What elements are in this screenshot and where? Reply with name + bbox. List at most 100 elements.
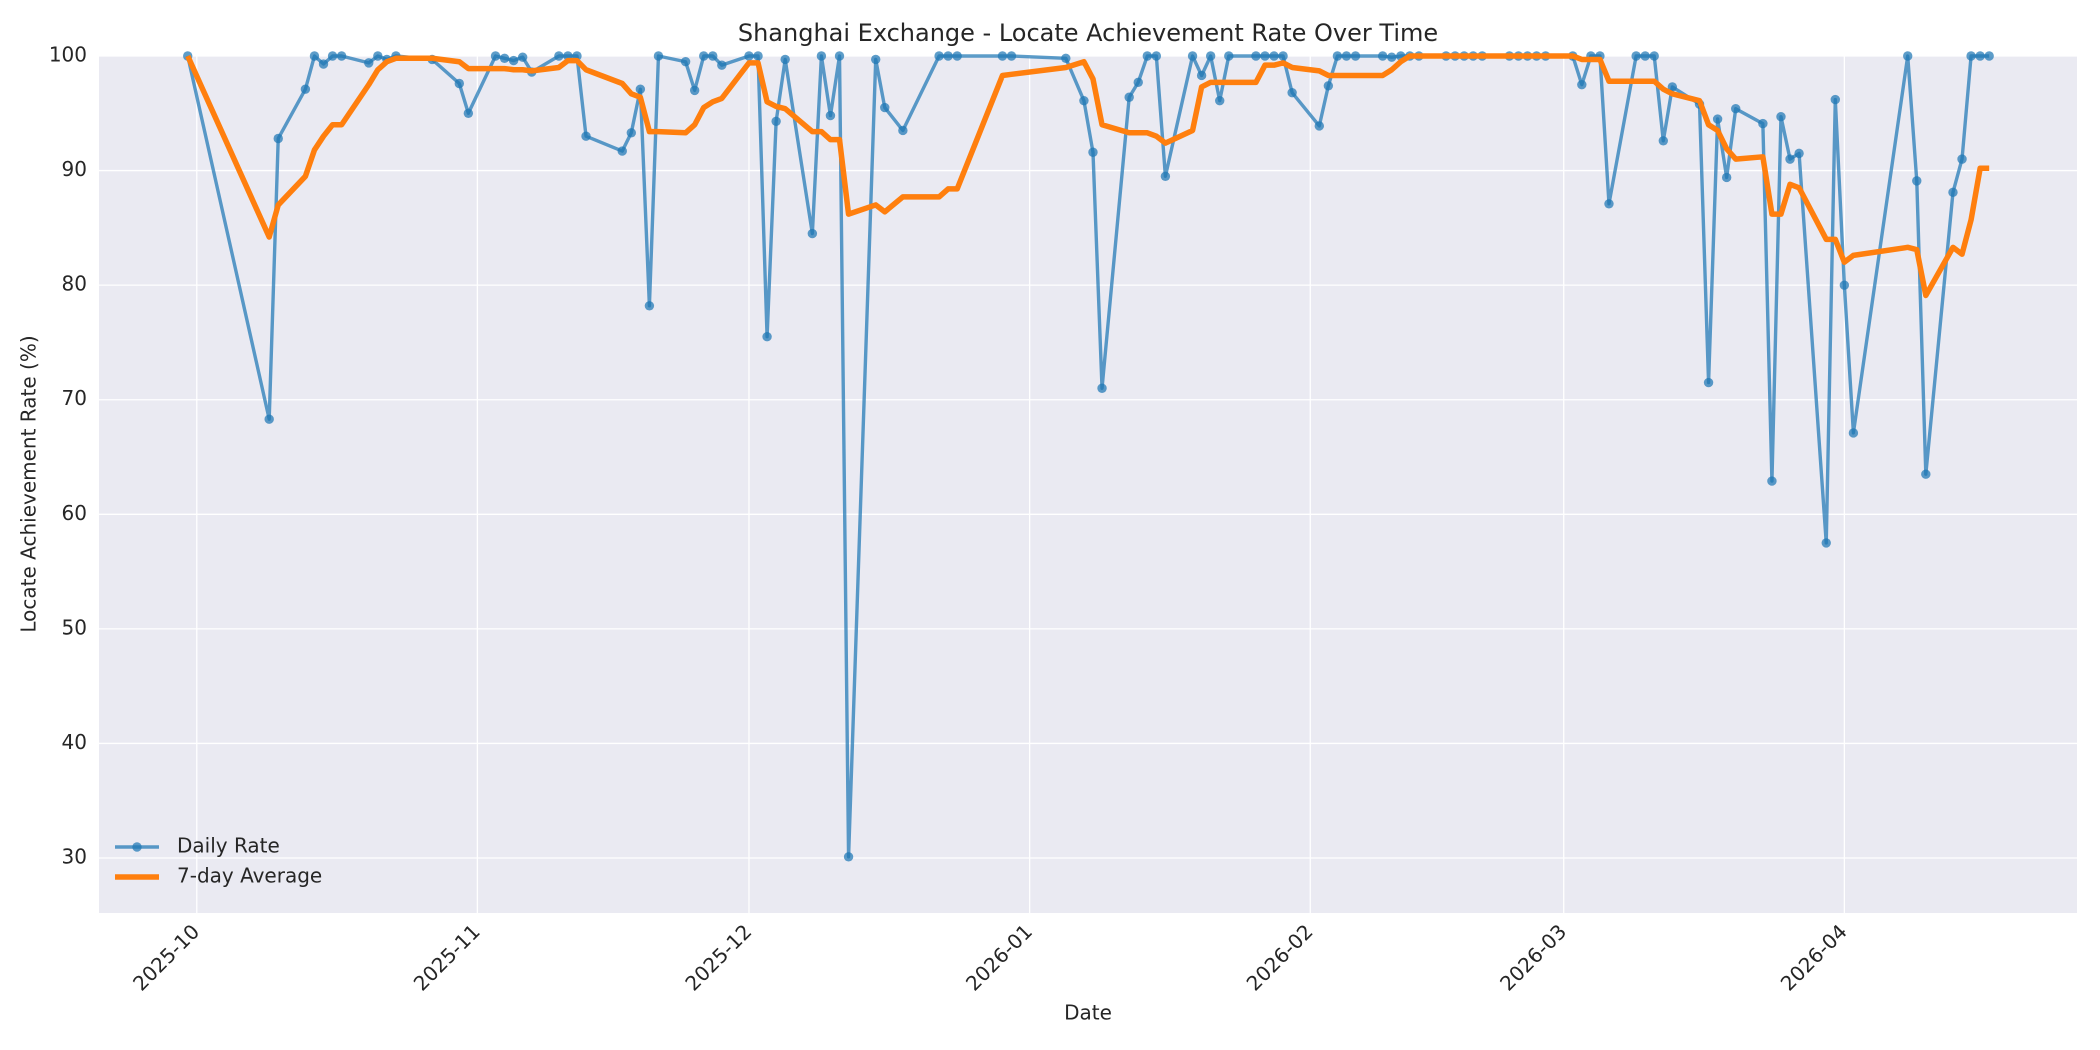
data-point (1133, 77, 1143, 88)
y-axis-label: Locate Achievement Rate (%) (17, 335, 41, 632)
data-point (1278, 51, 1288, 61)
data-point (880, 102, 890, 113)
data-point (1377, 51, 1388, 61)
data-point (1151, 51, 1162, 61)
y-tick-label: 70 (62, 386, 87, 410)
data-point (1640, 51, 1650, 61)
data-point (454, 78, 464, 89)
data-point (834, 51, 845, 61)
data-point (1142, 51, 1152, 61)
data-point (780, 54, 790, 65)
data-point (1903, 51, 1913, 61)
data-point (309, 51, 320, 61)
data-point (1006, 51, 1017, 61)
data-point (1658, 136, 1668, 146)
data-point (1794, 148, 1804, 159)
data-point (1577, 79, 1587, 90)
y-tick-label: 60 (62, 501, 87, 525)
data-point (1314, 121, 1324, 131)
data-point (680, 57, 691, 67)
data-point (744, 51, 754, 61)
data-point (327, 51, 338, 61)
x-tick-label: 2026-01 (961, 919, 1037, 995)
data-point (554, 51, 564, 61)
y-tick-label: 90 (62, 157, 87, 181)
legend: Daily Rate 7-day Average (115, 834, 322, 888)
y-tick-label: 30 (62, 845, 87, 869)
data-point (1196, 70, 1207, 81)
data-point (843, 852, 854, 862)
data-point (1984, 51, 1994, 61)
x-tick-label: 2025-10 (128, 919, 204, 995)
x-tick-label: 2026-03 (1495, 919, 1571, 995)
data-point (1251, 51, 1261, 61)
y-tick-label: 80 (62, 272, 87, 296)
data-point (1966, 51, 1976, 61)
data-point (644, 301, 655, 311)
data-point (300, 84, 311, 94)
data-point (771, 116, 781, 127)
y-tick-label: 100 (49, 43, 87, 67)
data-point (997, 51, 1008, 61)
data-point (1387, 52, 1397, 62)
x-tick-label: 2025-12 (680, 919, 756, 995)
data-point (1649, 51, 1659, 61)
chart-title: Shanghai Exchange - Locate Achievement R… (738, 19, 1438, 47)
data-point (1079, 95, 1089, 106)
x-tick-label: 2025-11 (409, 919, 485, 995)
data-point (1912, 176, 1922, 186)
data-point (689, 85, 700, 96)
data-point (273, 133, 283, 144)
data-point (762, 332, 772, 342)
legend-label: 7-day Average (177, 864, 322, 888)
legend-label: Daily Rate (177, 834, 280, 858)
data-point (626, 128, 636, 138)
data-point (1332, 51, 1343, 61)
data-point (1667, 82, 1678, 92)
data-point (1097, 383, 1107, 393)
data-point (581, 131, 591, 141)
data-point (1721, 172, 1732, 183)
data-point (1839, 280, 1850, 290)
data-point (1287, 87, 1297, 98)
data-point (1350, 51, 1361, 61)
data-point (898, 125, 908, 136)
data-point (1785, 154, 1795, 164)
data-point (1061, 53, 1071, 63)
data-point (373, 51, 383, 61)
data-point (364, 58, 374, 68)
data-point (635, 84, 646, 94)
data-point (807, 228, 818, 239)
data-point (1776, 112, 1786, 122)
marks (183, 51, 1994, 862)
data-point (490, 51, 501, 61)
x-tick-label: 2026-04 (1776, 919, 1852, 995)
data-point (264, 414, 274, 424)
data-point (1712, 114, 1723, 124)
data-point (1758, 118, 1768, 129)
data-point (1124, 92, 1134, 102)
y-tick-label: 40 (62, 730, 87, 754)
data-point (463, 108, 474, 118)
data-point (1731, 104, 1741, 114)
data-point (871, 54, 881, 65)
x-axis-label: Date (1064, 1001, 1112, 1025)
data-point (508, 55, 519, 66)
data-point (1323, 81, 1334, 91)
data-point (336, 51, 347, 61)
legend-marker (132, 842, 142, 852)
data-point (708, 51, 718, 61)
data-point (1703, 377, 1714, 388)
data-point (934, 51, 944, 61)
data-point (653, 51, 664, 61)
data-point (1187, 51, 1198, 61)
plot-background (99, 56, 2077, 913)
data-point (699, 51, 709, 61)
data-point (1604, 199, 1614, 209)
y-tick-label: 50 (62, 615, 87, 639)
data-point (1224, 51, 1234, 61)
data-point (499, 53, 510, 63)
data-point (1948, 187, 1958, 198)
data-point (1341, 51, 1352, 61)
